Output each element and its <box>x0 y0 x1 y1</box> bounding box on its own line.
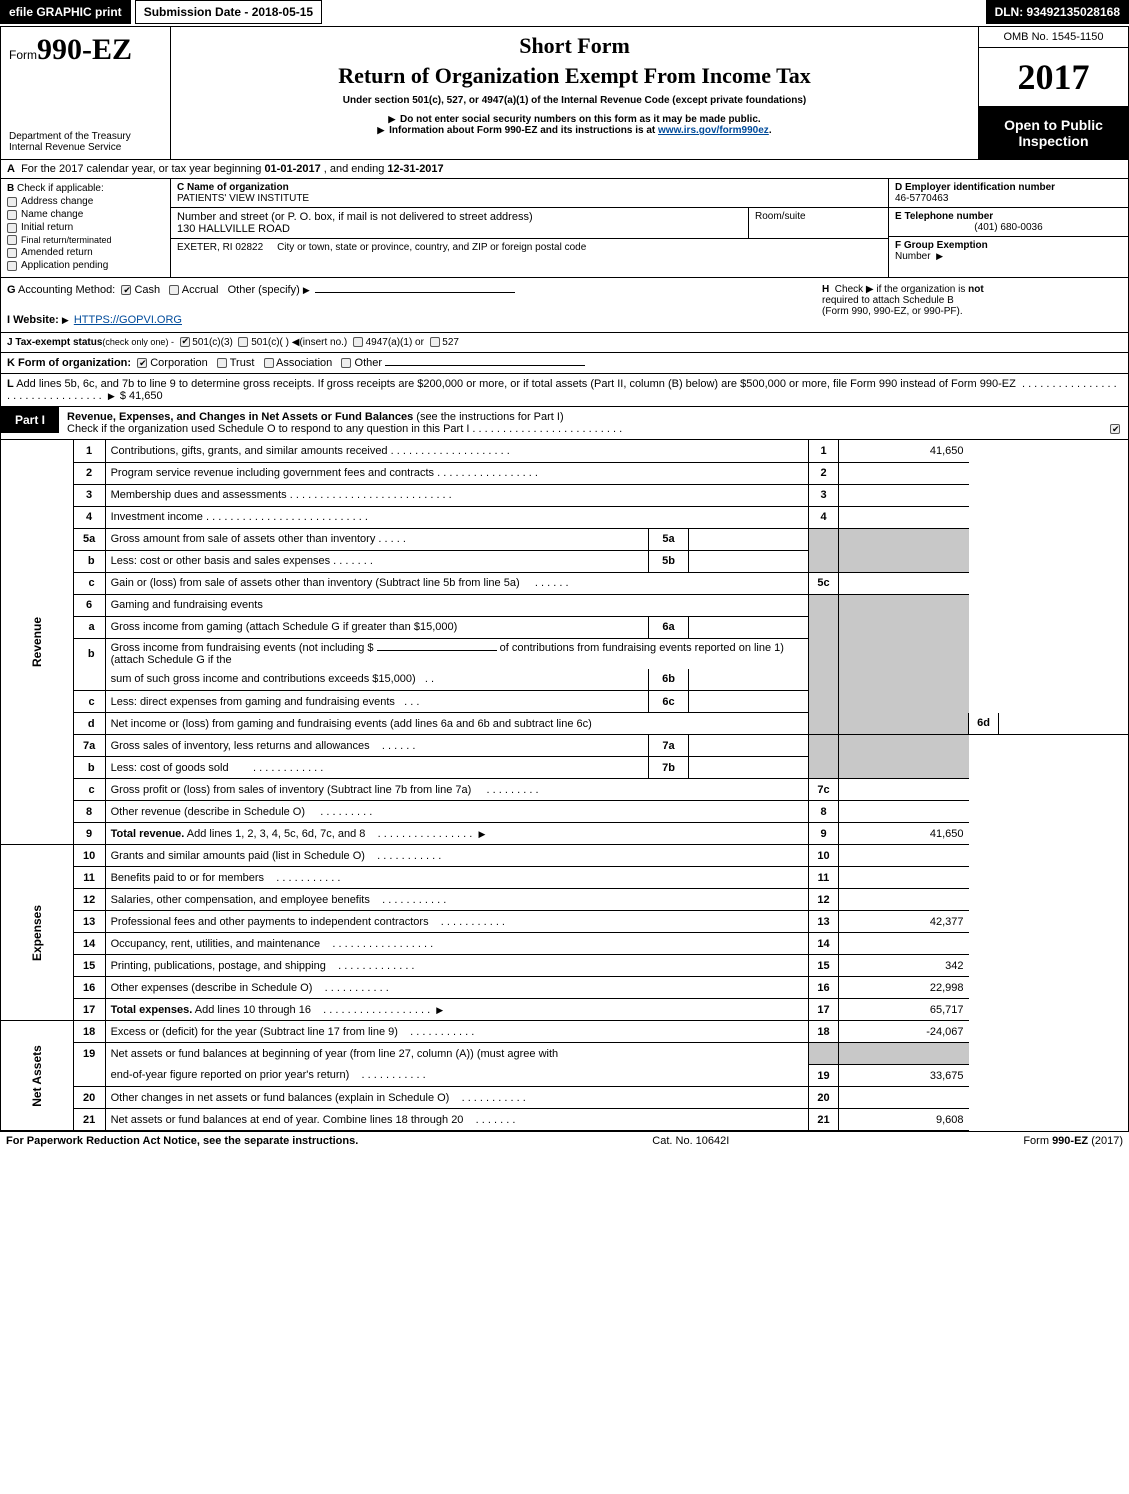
accrual-checkbox[interactable] <box>169 285 179 295</box>
page-footer: For Paperwork Reduction Act Notice, see … <box>0 1131 1129 1150</box>
form-header: Form990-EZ Department of the Treasury In… <box>0 26 1129 160</box>
line19-value: 33,675 <box>839 1065 969 1087</box>
title-main: Return of Organization Exempt From Incom… <box>181 63 968 89</box>
arrow-icon <box>108 390 117 402</box>
part-i-tab: Part I <box>1 407 59 433</box>
irs-label: Internal Revenue Service <box>9 142 162 153</box>
other-checkbox[interactable] <box>341 358 351 368</box>
section-b-c-def: B Check if applicable: Address change Na… <box>0 179 1129 278</box>
arrow-icon <box>936 251 945 262</box>
part-i-header: Part I Revenue, Expenses, and Changes in… <box>0 407 1129 440</box>
501c-checkbox[interactable] <box>238 337 248 347</box>
revenue-label: Revenue <box>30 617 44 667</box>
subtitle-section: Under section 501(c), 527, or 4947(a)(1)… <box>181 95 968 106</box>
corporation-checkbox[interactable] <box>137 358 147 368</box>
efile-print-label: efile GRAPHIC print <box>0 0 131 24</box>
initial-return-checkbox[interactable] <box>7 223 17 233</box>
dept-treasury: Department of the Treasury <box>9 131 162 142</box>
section-g-h: G Accounting Method: Cash Accrual Other … <box>0 278 1129 333</box>
phone-value: (401) 680-0036 <box>895 222 1122 233</box>
line17-value: 65,717 <box>839 999 969 1021</box>
address-change-checkbox[interactable] <box>7 197 17 207</box>
line18-value: -24,067 <box>839 1021 969 1043</box>
line-a: A For the 2017 calendar year, or tax yea… <box>0 160 1129 179</box>
arrow-icon <box>62 314 71 326</box>
org-street: 130 HALLVILLE ROAD <box>177 223 290 235</box>
expenses-label: Expenses <box>30 904 44 960</box>
line15-value: 342 <box>839 955 969 977</box>
cat-no: Cat. No. 10642I <box>652 1135 729 1147</box>
association-checkbox[interactable] <box>264 358 274 368</box>
website-link[interactable]: HTTPS://GOPVI.ORG <box>74 314 182 326</box>
form-prefix: Form <box>9 48 37 62</box>
submission-date-label: Submission Date - 2018-05-15 <box>135 0 322 24</box>
final-return-checkbox[interactable] <box>7 235 17 245</box>
schedule-o-checkbox[interactable] <box>1110 424 1120 434</box>
amended-return-checkbox[interactable] <box>7 248 17 258</box>
cash-checkbox[interactable] <box>121 285 131 295</box>
application-pending-checkbox[interactable] <box>7 261 17 271</box>
part-i-table: Revenue 1 Contributions, gifts, grants, … <box>0 440 1129 1131</box>
line1-value: 41,650 <box>839 440 969 462</box>
trust-checkbox[interactable] <box>217 358 227 368</box>
gross-receipts-value: $ 41,650 <box>120 390 163 402</box>
org-name: PATIENTS' VIEW INSTITUTE <box>177 193 309 204</box>
501c3-checkbox[interactable] <box>180 337 190 347</box>
column-c-org-info: C Name of organization PATIENTS' VIEW IN… <box>171 179 888 277</box>
arrow-icon <box>436 1004 445 1016</box>
arrow-icon <box>478 828 487 840</box>
column-b-checkboxes: B Check if applicable: Address change Na… <box>1 179 171 277</box>
top-bar: efile GRAPHIC print Submission Date - 20… <box>0 0 1129 24</box>
ein-value: 46-5770463 <box>895 193 948 204</box>
arrow-icon <box>388 114 397 125</box>
org-city: EXETER, RI 02822 <box>177 242 263 253</box>
name-change-checkbox[interactable] <box>7 210 17 220</box>
arrow-icon <box>377 125 386 136</box>
line-k: K Form of organization: Corporation Trus… <box>0 353 1129 374</box>
ssn-warning: Do not enter social security numbers on … <box>400 114 761 125</box>
arrow-icon <box>303 284 312 296</box>
instructions-link[interactable]: www.irs.gov/form990ez <box>658 125 769 136</box>
title-short-form: Short Form <box>181 33 968 59</box>
4947-checkbox[interactable] <box>353 337 363 347</box>
net-assets-label: Net Assets <box>30 1045 44 1107</box>
dln-label: DLN: 93492135028168 <box>986 0 1129 24</box>
form-number: 990-EZ <box>37 33 132 66</box>
line-l: L Add lines 5b, 6c, and 7b to line 9 to … <box>0 374 1129 407</box>
tax-year: 2017 <box>979 48 1128 107</box>
527-checkbox[interactable] <box>430 337 440 347</box>
line21-value: 9,608 <box>839 1109 969 1131</box>
line13-value: 42,377 <box>839 911 969 933</box>
room-suite-label: Room/suite <box>748 208 888 238</box>
info-prefix: Information about Form 990-EZ and its in… <box>389 125 658 136</box>
column-def: D Employer identification number 46-5770… <box>888 179 1128 277</box>
line-j: J Tax-exempt status(check only one) - 50… <box>0 333 1129 353</box>
omb-number: OMB No. 1545-1150 <box>979 27 1128 48</box>
line16-value: 22,998 <box>839 977 969 999</box>
open-to-public: Open to PublicInspection <box>979 107 1128 159</box>
line9-value: 41,650 <box>839 823 969 845</box>
